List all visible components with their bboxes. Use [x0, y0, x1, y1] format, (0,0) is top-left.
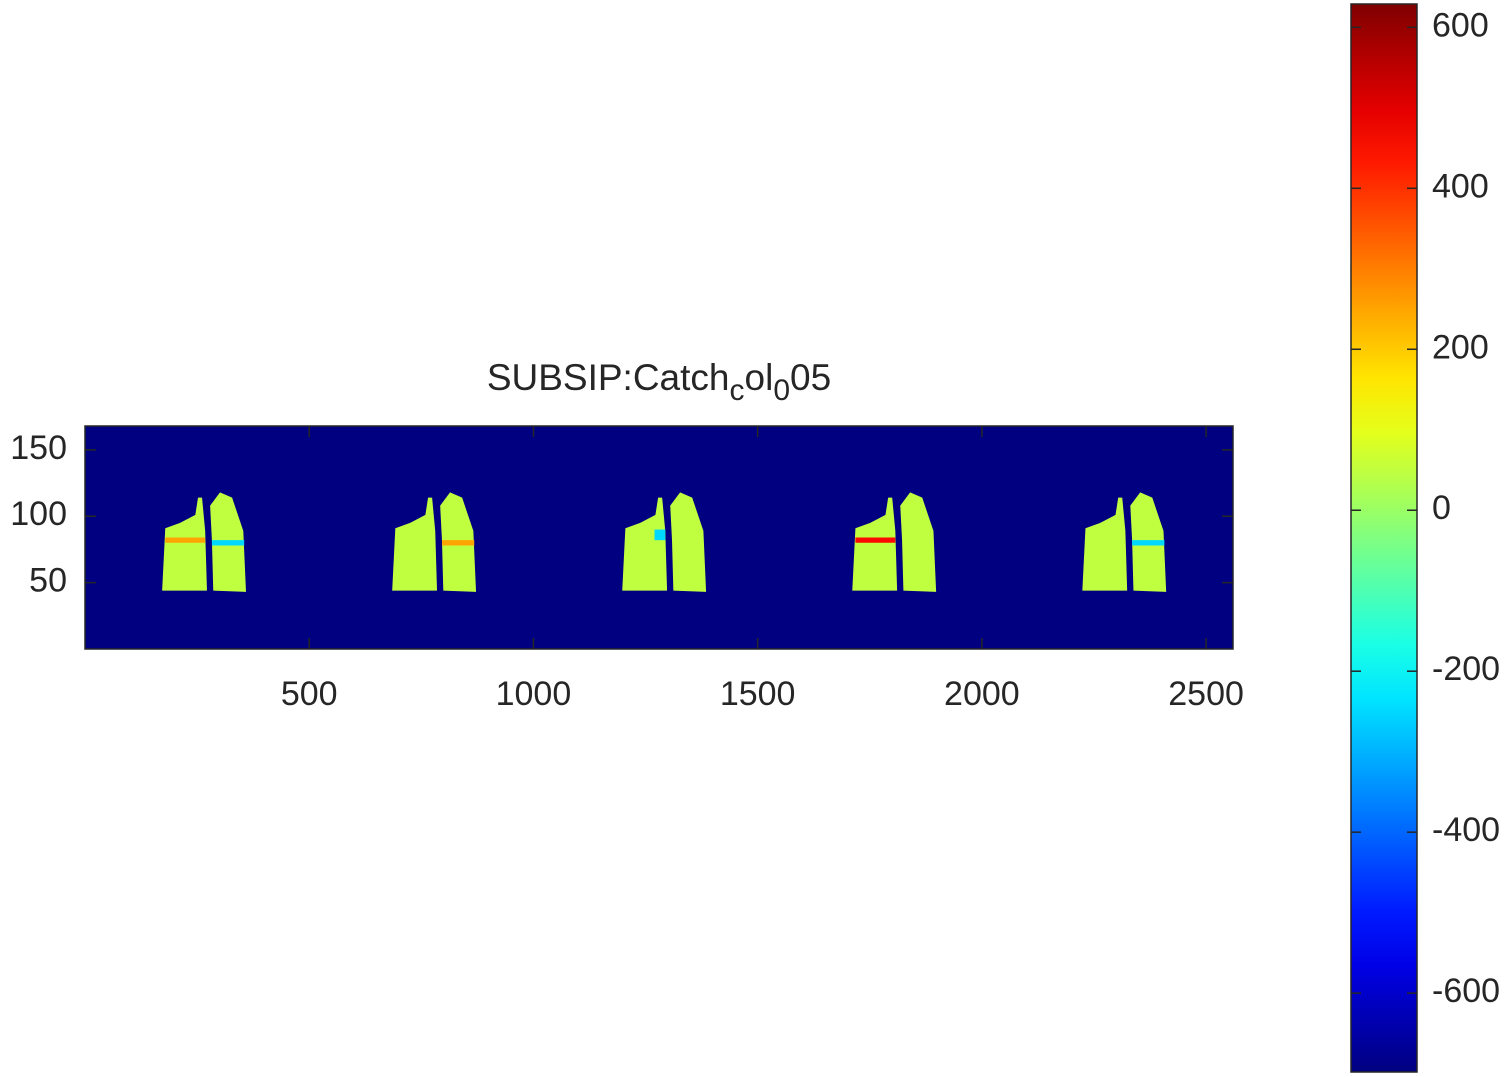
colorbar-tick-label: 600	[1432, 6, 1489, 44]
heatmap-region	[1082, 497, 1128, 591]
colorbar	[1350, 3, 1418, 1073]
title-part: ol	[745, 357, 774, 398]
heatmap-region	[654, 529, 666, 541]
title-part: c	[730, 374, 745, 407]
y-tick-label: 50	[29, 562, 67, 600]
title-part: SUBSIP:Catch	[487, 357, 730, 398]
colorbar-tick-label: -400	[1432, 811, 1500, 849]
heatmap-region	[165, 537, 206, 543]
x-tick-label: 2500	[1168, 675, 1244, 713]
x-tick-label: 2000	[944, 675, 1020, 713]
heatmap-region	[441, 540, 475, 546]
heatmap-region	[900, 492, 937, 592]
heatmap-region	[670, 492, 707, 592]
heatmap-region	[211, 540, 245, 546]
y-tick-label: 100	[10, 495, 67, 533]
heatmap-region	[392, 497, 438, 591]
plot-frame	[84, 425, 1234, 650]
x-tick-label: 500	[281, 675, 338, 713]
x-tick-label: 1500	[720, 675, 796, 713]
colorbar-tick-label: 200	[1432, 328, 1489, 366]
heatmap-region	[1132, 540, 1165, 546]
heatmap-region	[852, 497, 898, 591]
colorbar-tick-label: -600	[1432, 972, 1500, 1010]
x-tick-label: 1000	[496, 675, 572, 713]
title-part: 0	[773, 374, 790, 407]
title-part: 05	[790, 357, 831, 398]
y-tick-label: 150	[10, 429, 67, 467]
colorbar-tick-label: 0	[1432, 489, 1451, 527]
colorbar-tick-label: -200	[1432, 650, 1500, 688]
chart-title: SUBSIP:Catchcol005	[487, 357, 831, 407]
heatmap-region	[855, 537, 896, 543]
heatmap-region	[162, 497, 207, 591]
heatmap-region	[622, 497, 668, 591]
colorbar-tick-label: 400	[1432, 167, 1489, 205]
